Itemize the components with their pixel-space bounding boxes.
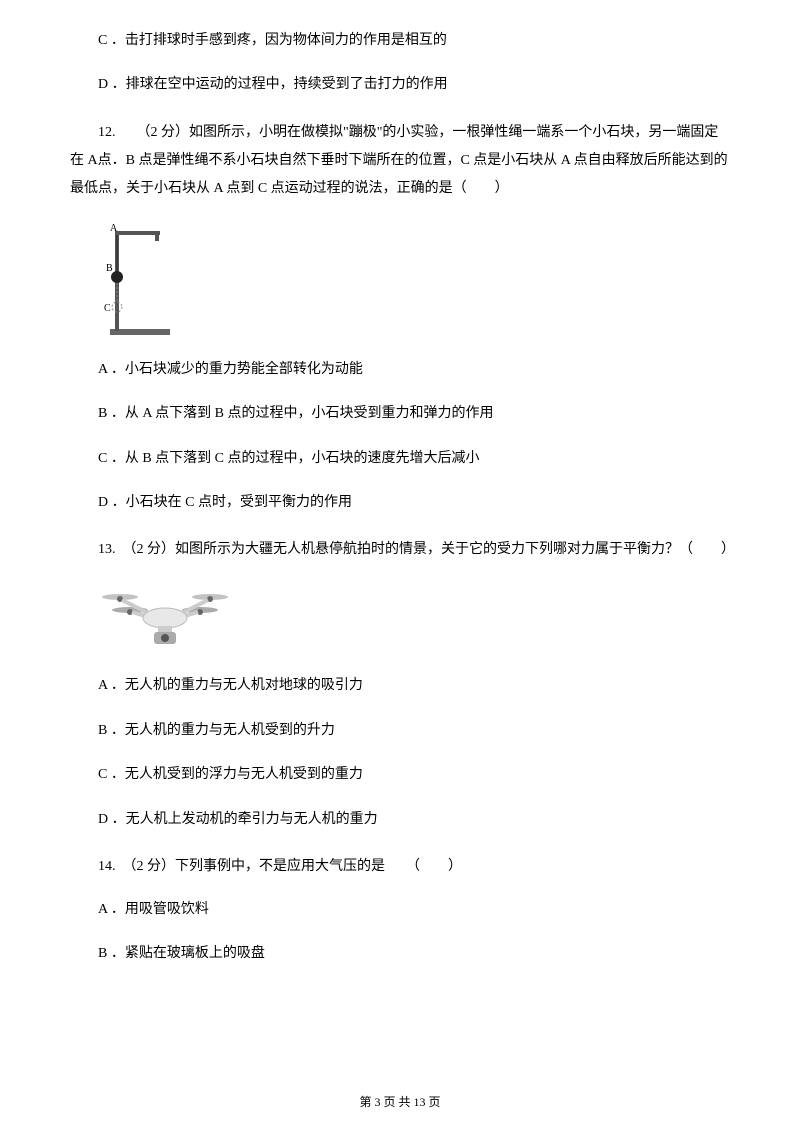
- q14-option-b: B ．紧贴在玻璃板上的吸盘: [70, 943, 730, 965]
- q12-text: 12. （2 分）如图所示，小明在做模拟"蹦极"的小实验，一根弹性绳一端系一个小…: [70, 119, 730, 203]
- q11-option-c: C ．击打排球时手感到疼，因为物体间力的作用是相互的: [70, 30, 730, 52]
- q12-option-c: C ．从 B 点下落到 C 点的过程中，小石块的速度先增大后减小: [70, 448, 730, 470]
- page-footer: 第 3 页 共 13 页: [0, 1093, 800, 1112]
- q13-option-c: C ．无人机受到的浮力与无人机受到的重力: [70, 764, 730, 786]
- q11-option-d: D ．排球在空中运动的过程中，持续受到了击打力的作用: [70, 74, 730, 96]
- q12-option-b: B ．从 A 点下落到 B 点的过程中，小石块受到重力和弹力的作用: [70, 403, 730, 425]
- svg-text:B: B: [106, 263, 113, 274]
- q13-option-b: B ．无人机的重力与无人机受到的升力: [70, 720, 730, 742]
- svg-text:A: A: [110, 223, 118, 234]
- svg-text:C: C: [104, 303, 111, 314]
- q12-option-a: A ．小石块减少的重力势能全部转化为动能: [70, 359, 730, 381]
- q14-option-a: A ．用吸管吸饮料: [70, 899, 730, 921]
- drone-icon: [100, 582, 230, 657]
- q14-text: 14. （2 分）下列事例中，不是应用大气压的是 （ ）: [70, 853, 730, 881]
- q12-option-d: D ．小石块在 C 点时，受到平衡力的作用: [70, 492, 730, 514]
- bungee-stand-icon: A B C: [100, 221, 190, 341]
- q13-figure: [100, 582, 730, 657]
- q13-option-d: D ．无人机上发动机的牵引力与无人机的重力: [70, 809, 730, 831]
- q12-figure: A B C: [100, 221, 730, 341]
- q13-option-a: A ．无人机的重力与无人机对地球的吸引力: [70, 675, 730, 697]
- q13-text: 13. （2 分）如图所示为大疆无人机悬停航拍时的情景，关于它的受力下列哪对力属…: [70, 536, 730, 564]
